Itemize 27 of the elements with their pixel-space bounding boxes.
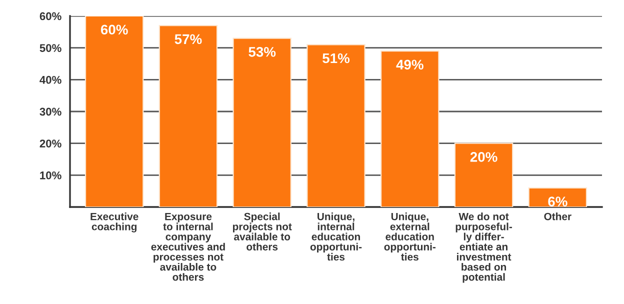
x-tick-label: Unique, external education opportuni- ties xyxy=(384,212,436,261)
data-label: 51% xyxy=(322,53,350,64)
data-label: 6% xyxy=(548,196,568,206)
y-tick-label: 60% xyxy=(40,12,62,20)
x-tick-label: We do not purposeful- ly differ- entiate an investment based on potential xyxy=(456,212,512,283)
bar xyxy=(454,142,514,207)
bar xyxy=(84,16,144,207)
bar xyxy=(528,187,588,207)
y-tick-label: 20% xyxy=(40,140,62,148)
data-label: 20% xyxy=(470,152,498,162)
data-label: 57% xyxy=(174,34,202,44)
x-tick-label: Unique, internal education opportuni- ties xyxy=(310,212,362,261)
y-tick-label: 10% xyxy=(40,171,62,180)
y-tick-label: 50% xyxy=(40,44,62,52)
data-label: 60% xyxy=(100,24,128,35)
bar xyxy=(158,24,218,207)
x-tick-label: Special projects not available to others xyxy=(232,212,292,250)
y-tick-label: 40% xyxy=(40,76,62,84)
bar xyxy=(306,44,366,207)
x-tick-label: Exposure to internal company executives and processes not available to others xyxy=(151,212,225,281)
y-tick-label: 30% xyxy=(40,108,62,116)
bar xyxy=(232,38,292,207)
x-tick-label: Other xyxy=(544,212,572,220)
bar xyxy=(380,50,440,207)
data-label: 49% xyxy=(396,60,424,70)
x-tick-label: Executive coaching xyxy=(90,212,138,232)
data-label: 53% xyxy=(248,46,276,57)
